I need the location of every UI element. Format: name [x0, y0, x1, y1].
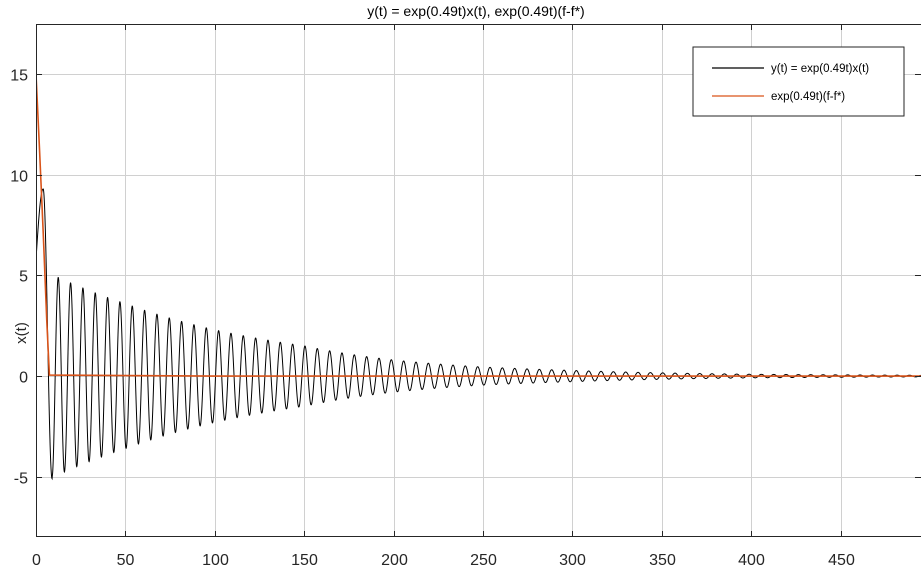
legend: y(t) = exp(0.49t)x(t) exp(0.49t)(f-f*) [692, 46, 905, 117]
x-tick-label: 100 [202, 552, 229, 569]
legend-label-f: exp(0.49t)(f-f*) [771, 91, 845, 103]
legend-box [692, 46, 905, 117]
y-tick-label: -5 [14, 471, 28, 488]
x-tick-label: 50 [117, 552, 135, 569]
series-line-f [36, 74, 921, 377]
legend-label-y: y(t) = exp(0.49t)x(t) [771, 63, 869, 75]
x-tick-label: 150 [291, 552, 318, 569]
tick-labels: 0 50 100 150 200 250 300 350 400 450 -5 0 5 10 15 [10, 68, 855, 570]
x-tick-label: 200 [381, 552, 408, 569]
x-tick-label: 0 [32, 552, 41, 569]
x-tick-label: 350 [649, 552, 676, 569]
plot-lines [36, 74, 921, 481]
chart-title: y(t) = exp(0.49t)x(t), exp(0.49t)(f-f*) [367, 3, 584, 19]
x-tick-label: 400 [738, 552, 765, 569]
y-tick-label: 15 [10, 68, 28, 85]
x-tick-label: 450 [828, 552, 855, 569]
axes-frame [36, 24, 921, 537]
y-axis-label: x(t) [13, 322, 30, 344]
y-tick-label: 10 [10, 169, 28, 186]
y-tick-label: 0 [19, 370, 28, 387]
series-line-y [36, 188, 921, 481]
x-tick-label: 250 [470, 552, 497, 569]
tick-marks [36, 24, 921, 537]
y-tick-label: 5 [19, 269, 28, 286]
x-tick-label: 300 [559, 552, 586, 569]
